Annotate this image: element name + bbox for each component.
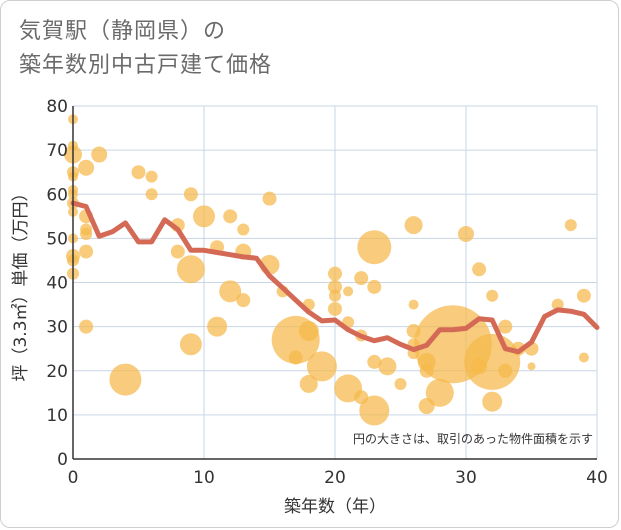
y-tick-label-4: 40 [46, 274, 68, 294]
y-tick-labels: 0 10 20 30 40 50 60 70 80 [46, 97, 68, 470]
bubble-70 [425, 378, 454, 407]
bubble-84 [564, 219, 577, 232]
y-tick-label-2: 20 [46, 362, 68, 382]
bubble-26 [183, 187, 198, 202]
x-tick-label-1: 10 [193, 468, 215, 488]
bubble-43 [298, 321, 319, 342]
bubble-85 [576, 288, 591, 303]
bubble-83 [551, 298, 564, 311]
bubble-23 [145, 188, 158, 201]
x-tick-label-4: 40 [586, 468, 608, 488]
bubble-21 [131, 165, 146, 180]
bubble-32 [223, 209, 238, 224]
y-tick-label-0: 0 [57, 450, 68, 470]
bubble-16 [80, 227, 93, 240]
grid-lines [73, 105, 598, 459]
bubble-53 [354, 271, 369, 286]
bubble-47 [328, 279, 342, 294]
x-tick-label-2: 20 [324, 468, 346, 488]
x-axis-title: 築年数（年） [284, 497, 386, 517]
bubble-19 [91, 146, 108, 163]
bubble-45 [306, 351, 337, 382]
bubble-17 [79, 244, 94, 259]
x-tick-label-0: 0 [68, 468, 79, 488]
bubble-25 [170, 244, 185, 259]
bubble-49 [328, 301, 342, 316]
bubble-27 [176, 255, 205, 284]
bubble-60 [378, 357, 397, 376]
bubble-46 [328, 266, 342, 281]
bubble-73 [472, 262, 487, 277]
bubble-36 [236, 293, 251, 308]
average-line [70, 200, 600, 355]
bubble-58 [367, 354, 382, 369]
bubble-41 [288, 350, 303, 365]
bubble-75 [486, 289, 499, 302]
bubble-82 [527, 362, 536, 371]
bubble-57 [367, 279, 382, 294]
chart-title-line-1: 気賀駅（静岡県）の [19, 19, 227, 44]
bubble-61 [394, 377, 407, 390]
bubble-20 [109, 363, 142, 396]
x-tick-labels: 0 10 20 30 40 [68, 468, 608, 488]
bubble-72 [458, 225, 474, 242]
axes [72, 106, 597, 460]
y-tick-label-6: 60 [46, 185, 68, 205]
bubble-63 [408, 299, 419, 310]
bubble-86 [578, 352, 589, 363]
bubble-48 [329, 289, 341, 302]
bubble-34 [237, 223, 250, 236]
bubble-size-note: 円の大きさは、取引のあった物件面積を示す [353, 431, 593, 446]
y-axis-title: 坪（3.3㎡）単価（万円） [11, 184, 31, 381]
bubble-78 [498, 319, 513, 334]
bubble-79 [498, 363, 513, 378]
bubble-77 [482, 391, 503, 412]
y-tick-label-3: 30 [46, 318, 68, 338]
bubble-13 [78, 159, 95, 176]
y-tick-label-8: 80 [46, 97, 68, 117]
bubble-18 [79, 319, 94, 334]
bubble-layer [64, 114, 591, 426]
x-tick-label-3: 30 [455, 468, 477, 488]
bubble-33 [219, 280, 242, 303]
chart-title-line-2: 築年数別中古戸建て価格 [19, 53, 273, 78]
bubble-29 [193, 205, 215, 228]
bubble-62 [404, 216, 423, 235]
y-tick-label-5: 50 [46, 229, 68, 249]
bubble-59 [359, 395, 390, 426]
bubble-28 [179, 333, 202, 356]
chart-title: 気賀駅（静岡県）の 築年数別中古戸建て価格 [19, 15, 272, 83]
y-tick-label-1: 10 [46, 406, 68, 426]
bubble-50 [343, 286, 354, 297]
bubble-22 [145, 170, 158, 183]
bubble-56 [357, 230, 392, 265]
bubble-37 [262, 191, 277, 206]
bubble-31 [207, 316, 228, 337]
y-tick-label-7: 70 [46, 141, 68, 161]
bubble-44 [299, 374, 318, 393]
bubble-76 [464, 333, 521, 390]
